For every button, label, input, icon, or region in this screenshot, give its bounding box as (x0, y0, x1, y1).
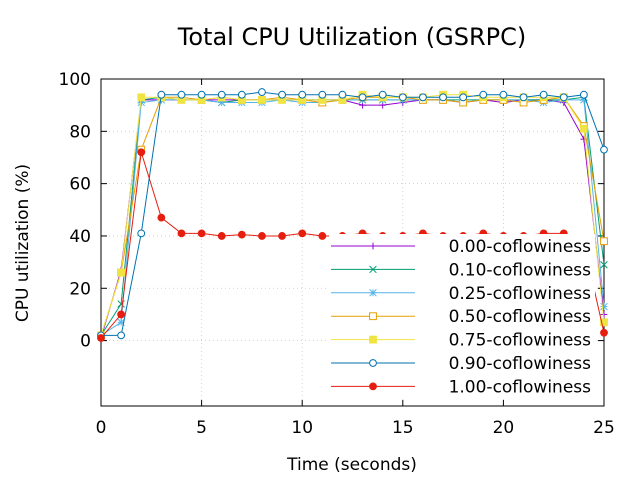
circle-marker (419, 93, 427, 102)
legend-entry: 0.90-coflowiness (329, 351, 595, 375)
circle-marker (137, 229, 146, 238)
legend-entry: 0.50-coflowiness (329, 304, 595, 328)
legend-entry: 0.25-coflowiness (329, 280, 595, 305)
y-axis-label: CPU utilization (%) (13, 164, 33, 322)
circle-marker (559, 93, 568, 102)
square-marker (137, 93, 146, 102)
circle-marker (519, 93, 528, 102)
legend-label: 0.25-coflowiness (449, 284, 592, 304)
circle-marker (97, 334, 105, 342)
square-marker (600, 237, 608, 246)
circle-marker (298, 229, 307, 238)
y-tick-label: 60 (69, 175, 91, 195)
circle-marker (157, 90, 166, 99)
square-marker (369, 312, 377, 321)
x-marker (369, 265, 377, 274)
y-tick-label: 0 (80, 332, 91, 352)
legend-bg (329, 374, 595, 398)
legend-bg (329, 351, 595, 375)
circle-marker (197, 90, 206, 99)
y-tick-label: 40 (69, 227, 91, 247)
x-marker (600, 260, 608, 269)
legend-bg (329, 327, 595, 351)
circle-marker (600, 328, 608, 337)
plus-marker (369, 242, 377, 250)
circle-marker (177, 229, 186, 238)
circle-marker (217, 90, 226, 99)
circle-marker (117, 331, 126, 340)
circle-marker (600, 145, 608, 154)
circle-marker (157, 213, 166, 222)
legend-bg (329, 304, 595, 328)
legend-bg (329, 280, 595, 305)
legend-label: 0.50-coflowiness (449, 307, 592, 327)
circle-marker (579, 90, 588, 99)
legend: 0.00-coflowiness 0.10-coflowiness 0.25-cof… (329, 234, 595, 398)
circle-marker (539, 90, 548, 99)
circle-marker (318, 232, 327, 240)
series-0.90-coflowiness (97, 88, 608, 340)
chart-title: Total CPU Utilization (GSRPC) (177, 23, 526, 51)
square-marker (369, 335, 377, 344)
legend-entry: 0.10-coflowiness (329, 257, 595, 281)
legend-entry: 0.00-coflowiness (329, 234, 595, 258)
circle-marker (237, 90, 246, 99)
x-tick-label: 5 (196, 418, 207, 438)
legend-label: 0.90-coflowiness (449, 354, 592, 374)
legend-label: 0.10-coflowiness (449, 260, 592, 280)
legend-entry: 0.75-coflowiness (329, 327, 595, 351)
circle-marker (137, 148, 146, 157)
circle-marker (369, 359, 377, 367)
circle-marker (258, 88, 266, 96)
star-marker (600, 302, 608, 311)
circle-marker (177, 90, 186, 99)
square-marker (258, 96, 266, 104)
circle-marker (338, 90, 347, 99)
circle-marker (358, 93, 367, 102)
x-tick-label: 0 (96, 418, 107, 438)
star-marker (369, 289, 377, 297)
circle-marker (459, 93, 468, 102)
circle-marker (499, 90, 508, 99)
x-tick-label: 20 (493, 418, 515, 438)
y-tick-label: 20 (69, 279, 91, 299)
circle-marker (298, 90, 307, 99)
square-marker (600, 318, 608, 327)
circle-marker (258, 232, 266, 240)
circle-marker (479, 90, 488, 99)
legend-bg (329, 257, 595, 281)
circle-marker (197, 229, 206, 238)
circle-marker (117, 310, 126, 319)
x-tick-label: 25 (593, 418, 615, 438)
legend-bg (329, 234, 595, 258)
legend-entry: 1.00-coflowiness (329, 374, 595, 398)
legend-label: 1.00-coflowiness (449, 377, 592, 397)
legend-label: 0.75-coflowiness (449, 331, 592, 351)
y-tick-label: 100 (59, 70, 91, 90)
x-axis-label: Time (seconds) (286, 455, 417, 475)
circle-marker (278, 90, 286, 99)
circle-marker (378, 90, 387, 99)
square-marker (579, 124, 588, 133)
circle-marker (217, 232, 226, 240)
circle-marker (369, 382, 377, 391)
circle-marker (439, 93, 447, 102)
circle-marker (237, 230, 246, 239)
x-tick-label: 15 (392, 418, 414, 438)
x-tick-label: 10 (291, 418, 313, 438)
circle-marker (398, 93, 407, 102)
circle-marker (318, 90, 327, 99)
y-tick-label: 80 (69, 122, 91, 142)
circle-marker (278, 232, 286, 240)
square-marker (117, 268, 126, 277)
legend-label: 0.00-coflowiness (449, 237, 592, 257)
plus-marker (600, 311, 608, 318)
